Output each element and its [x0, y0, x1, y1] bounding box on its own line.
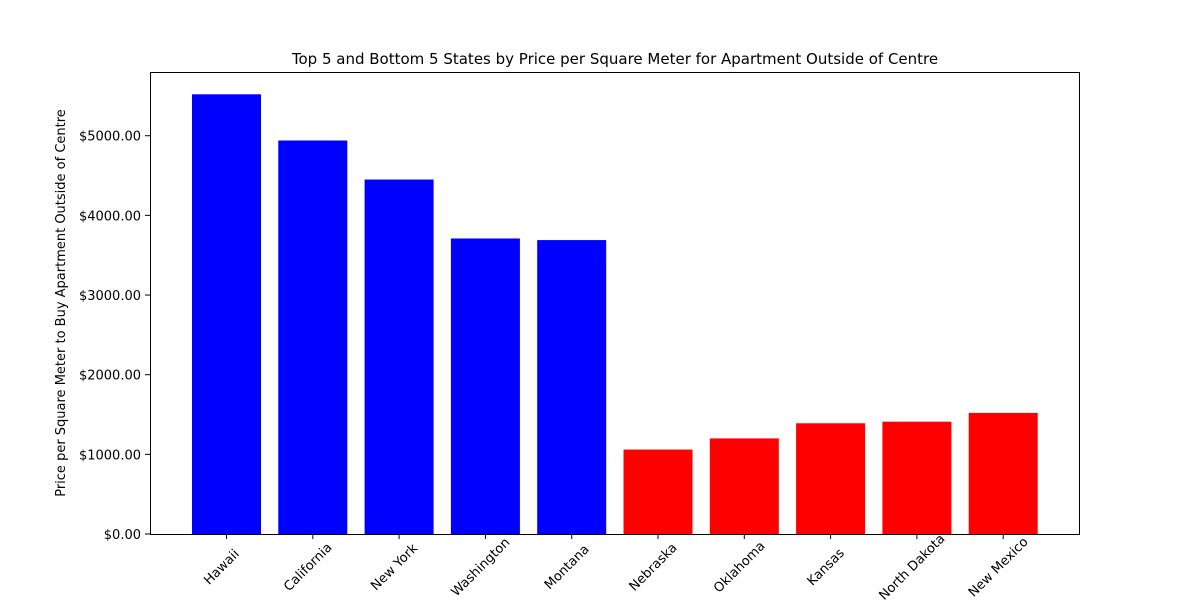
bar-new-mexico	[968, 412, 1038, 534]
bar-california	[278, 140, 348, 534]
x-axis: Hawaii California New York Washington Montan…	[201, 532, 1031, 600]
x-tick-label: Hawaii	[201, 547, 242, 588]
bar-north-dakota	[882, 421, 952, 534]
x-tick-label: Montana	[542, 542, 593, 593]
y-tick-label: $2000.00	[79, 369, 141, 384]
x-tick-label: Nebraska	[627, 541, 681, 595]
y-axis-label: Price per Square Meter to Buy Apartment …	[54, 109, 69, 497]
x-tick-label: California	[281, 540, 335, 594]
bars-group	[192, 94, 1038, 534]
y-tick-label: $3000.00	[79, 289, 141, 304]
x-tick-label: New Mexico	[966, 535, 1032, 600]
x-tick-label: Washington	[449, 535, 514, 600]
bar-kansas	[796, 423, 866, 534]
x-tick-label: New York	[368, 541, 421, 594]
x-tick-label: Oklahoma	[711, 539, 768, 596]
chart-title: Top 5 and Bottom 5 States by Price per S…	[291, 50, 938, 68]
y-tick-label: $0.00	[104, 528, 141, 543]
bar-oklahoma	[709, 438, 779, 534]
bar-nebraska	[623, 449, 693, 534]
bar-washington	[450, 238, 520, 534]
x-tick-label: North Dakota	[877, 532, 949, 600]
bar-montana	[537, 240, 607, 534]
y-tick-label: $1000.00	[79, 448, 141, 463]
x-tick-label: Kansas	[805, 546, 848, 589]
bar-hawaii	[192, 94, 261, 534]
y-tick-label: $4000.00	[79, 209, 141, 224]
y-axis: $0.00 $1000.00 $2000.00 $3000.00 $4000.00 $50…	[79, 130, 150, 543]
bar-new-york	[364, 179, 434, 534]
plot-frame	[150, 72, 1080, 535]
y-tick-label: $5000.00	[79, 130, 141, 145]
